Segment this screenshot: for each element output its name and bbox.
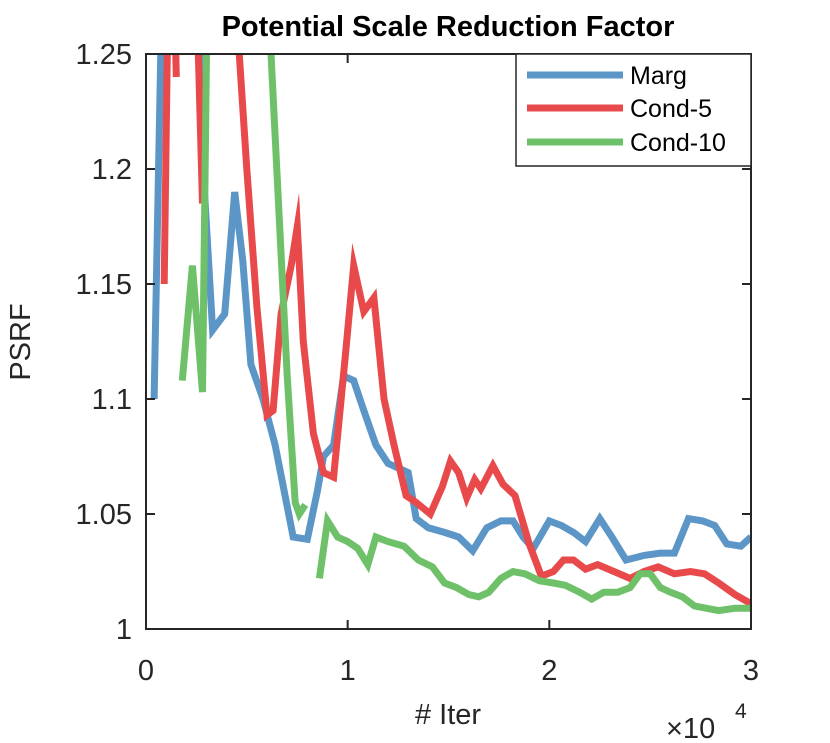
y-tick-label: 1 [116,614,132,646]
series-line-cond-10-segment-2 [267,54,309,522]
chart-title: Potential Scale Reduction Factor [222,11,675,43]
series-lines [150,54,751,615]
x-tick-label: 0 [138,655,154,687]
series-line-marg-segment-1 [150,54,751,565]
x-tick-label: 2 [541,655,557,687]
x-tick-label: 3 [743,655,759,687]
y-axis-label: PSRF [5,303,37,380]
x-tick-label: 1 [340,655,356,687]
x-exponent-base: ×10 [666,713,715,743]
x-exponent-label: ×10 4 [666,700,747,743]
series-line-cond-10-segment-1 [178,54,211,393]
x-exponent-power: 4 [735,700,747,723]
y-tick-label: 1.15 [76,269,132,301]
series-line-cond-5-segment-1 [160,54,180,285]
x-axis-label: # Iter [415,699,481,731]
legend: Marg Cond-5 Cond-10 [515,53,752,167]
y-tick-label: 1.2 [92,154,132,186]
series-line-cond-5-segment-2 [194,54,206,204]
plot-frame [145,53,752,630]
x-tick-labels: 0 1 2 3 [138,655,759,687]
legend-label-cond-5: Cond-5 [630,95,712,123]
series-line-cond-10-segment-3 [315,510,751,615]
y-tick-label: 1.25 [76,39,132,71]
y-tick-labels: 1 1.05 1.1 1.15 1.2 1.25 [76,39,132,646]
y-tick-label: 1.05 [76,499,132,531]
legend-label-cond-10: Cond-10 [630,129,726,157]
legend-label-marg: Marg [630,62,687,90]
y-tick-label: 1.1 [92,384,132,416]
